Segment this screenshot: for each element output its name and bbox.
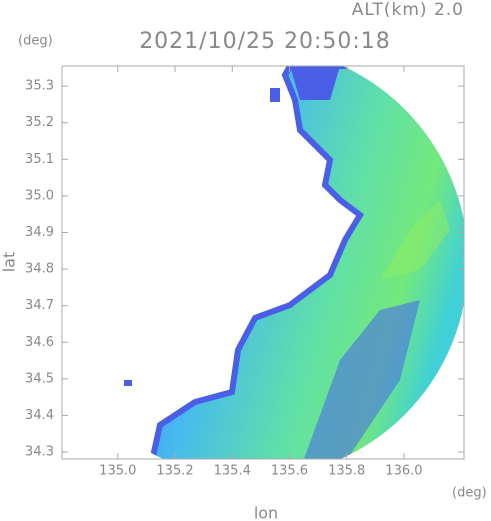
- x-tick-label: 135.4: [214, 464, 251, 479]
- x-tick-label: 135.2: [156, 464, 193, 479]
- x-axis-label: lon: [254, 504, 278, 521]
- y-tick-label: 34.3: [25, 445, 54, 460]
- chart-title: 2021/10/25 20:50:18: [139, 29, 391, 54]
- x-tick-label: 136.0: [385, 464, 422, 479]
- y-tick-label: 34.7: [25, 298, 54, 313]
- x-unit: (deg): [452, 486, 487, 501]
- subtitle: ALT(km) 2.0: [352, 0, 464, 20]
- x-tick-label: 135.6: [271, 464, 308, 479]
- echo-fragment: [124, 380, 132, 386]
- radar-echo: [124, 66, 464, 459]
- y-unit: (deg): [18, 34, 53, 49]
- plot-frame: [61, 65, 465, 460]
- echo-fragment: [270, 88, 280, 102]
- y-tick-label: 35.0: [25, 188, 54, 203]
- y-tick-label: 34.6: [25, 335, 54, 350]
- y-tick-label: 34.4: [25, 408, 54, 423]
- y-tick-label: 34.8: [25, 262, 54, 277]
- y-axis-label: lat: [0, 252, 19, 273]
- y-tick-label: 35.2: [25, 115, 54, 130]
- y-tick-label: 35.3: [25, 79, 54, 94]
- x-tick-label: 135.0: [99, 464, 136, 479]
- y-tick-label: 34.9: [25, 225, 54, 240]
- y-tick-label: 34.5: [25, 371, 54, 386]
- y-tick-label: 35.1: [25, 152, 54, 167]
- x-tick-label: 135.8: [328, 464, 365, 479]
